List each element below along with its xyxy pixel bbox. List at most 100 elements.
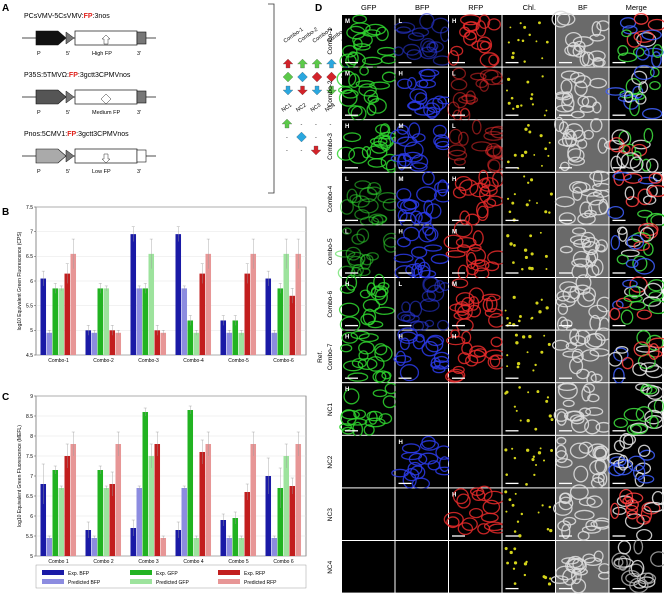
expression-level-label: M (345, 72, 350, 78)
legend-swatch (218, 570, 240, 575)
legend-label: Predicted RFP (244, 580, 277, 586)
chloroplast-dot (520, 104, 523, 107)
expression-level-label: M (452, 282, 457, 288)
chloroplast-dot (523, 60, 526, 63)
bar (136, 488, 143, 556)
bar (220, 520, 227, 556)
cell-outline (574, 284, 591, 295)
cell-outline (573, 465, 589, 483)
bar (181, 288, 188, 355)
cell-outline (395, 350, 407, 367)
cell-outline (336, 70, 357, 88)
y-tick-label: 5.5 (26, 303, 33, 309)
cell-outline (403, 199, 420, 210)
chloroplast-dot (518, 534, 522, 538)
chloroplast-dot (531, 316, 534, 320)
cell-outline (476, 485, 493, 502)
cell-outline (615, 346, 629, 354)
cell-outline (443, 511, 464, 527)
bar (160, 332, 167, 355)
cell-outline (592, 58, 606, 68)
cell-outline (351, 233, 366, 245)
cell-outline (352, 14, 367, 24)
chloroplast-dot (537, 451, 542, 455)
bar (175, 530, 182, 556)
chloroplast-dot (511, 503, 515, 507)
combo-marker-icon (297, 58, 308, 69)
cell-outline (561, 95, 575, 112)
cell-outline (586, 264, 600, 278)
cell-outline (448, 144, 466, 157)
cell-outline (487, 18, 501, 31)
cell-outline (339, 199, 354, 215)
cell-outline (618, 144, 631, 154)
chloroplast-dot (506, 234, 510, 238)
chloroplast-dot (536, 390, 540, 394)
bar (91, 332, 98, 355)
micrograph (502, 541, 555, 593)
x-tick-label: Combo 5 (228, 559, 249, 565)
cell-outline (625, 504, 639, 515)
cell-outline (425, 336, 444, 353)
y-tick-label: 5 (30, 328, 33, 334)
micrograph-bg (342, 435, 395, 488)
expression-level-label: H (452, 19, 456, 25)
cell-outline (557, 520, 572, 532)
control-dash: - (330, 148, 332, 154)
cell-outline (569, 234, 590, 245)
chloroplast-dot (516, 520, 520, 523)
expression-level-label: M (399, 177, 404, 183)
chloroplast-dot (513, 153, 517, 157)
chloroplast-dot (510, 96, 514, 100)
cell-outline (374, 288, 388, 306)
control-header: NC3 (310, 102, 322, 113)
row-label: NC1 (327, 403, 334, 416)
cell-outline (554, 116, 565, 132)
chloroplast-dot (512, 261, 515, 264)
cell-outline (562, 128, 576, 140)
micrograph: L (447, 67, 505, 123)
micrograph (554, 170, 612, 225)
five-utr (65, 31, 75, 45)
legend-label: Exp. GFP (156, 571, 178, 577)
micrograph: M (339, 14, 397, 69)
micrograph (502, 172, 555, 225)
cell-outline (622, 434, 637, 446)
bar (58, 488, 65, 556)
panel-c-letter: C (2, 392, 9, 403)
control-header: NC4 (324, 102, 336, 113)
cell-outline (403, 468, 420, 482)
micrograph: M (395, 170, 453, 229)
cell-outline (613, 347, 629, 362)
cell-outline (566, 41, 581, 57)
micrograph (342, 435, 395, 488)
cell-outline (397, 327, 418, 342)
expression-level-label: M (452, 229, 457, 235)
chloroplast-dot (541, 57, 544, 60)
cell-outline (569, 484, 589, 500)
cell-outline (613, 459, 634, 476)
cell-outline (482, 499, 501, 515)
cell-outline (642, 296, 662, 307)
expression-level-label: H (399, 440, 403, 446)
chloroplast-dot (507, 101, 511, 105)
cell-outline (572, 250, 590, 267)
y-tick-label: 5 (30, 554, 33, 560)
micrograph: H (393, 222, 449, 281)
cell-outline (572, 186, 583, 201)
cell-outline (458, 131, 469, 146)
cell-outline (613, 417, 628, 429)
cell-outline (426, 97, 444, 113)
cell-outline (363, 424, 375, 436)
bar (289, 295, 296, 355)
cell-outline (348, 73, 361, 88)
chloroplast-dot (533, 473, 536, 477)
chloroplast-dot (550, 449, 554, 452)
bar (187, 410, 194, 556)
five-utr (65, 90, 75, 104)
chloroplast-dot (544, 254, 548, 258)
cell-outline (572, 129, 586, 142)
micrograph: M (449, 278, 506, 333)
micrograph: H (443, 485, 508, 540)
cell-outline (366, 252, 379, 261)
